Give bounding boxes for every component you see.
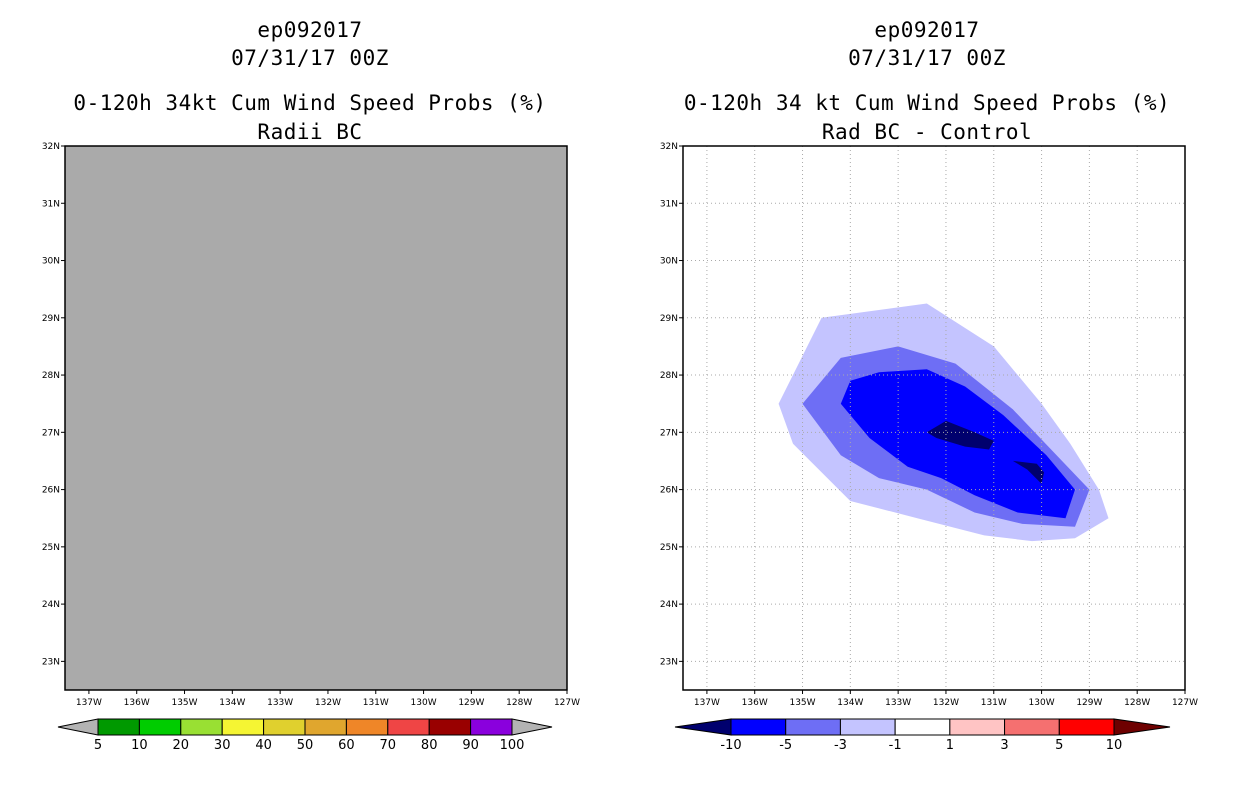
colorbar-box-8 [428,718,472,736]
contour-4 [1012,460,1044,484]
colorbar-label-7: 70 [380,738,397,753]
colorbar-label-3: 30 [214,738,231,753]
colorbar-high-end [511,718,553,736]
colorbar-box-4 [263,718,306,736]
y-tick-label-0: 23N [660,657,678,667]
colorbar-label-6: 5 [1055,738,1063,753]
x-tick-label-1: 136W [742,698,768,708]
y-tick-label-1: 24N [42,600,60,610]
x-tick-label-10: 127W [554,698,580,708]
x-tick-label-4: 133W [885,698,911,708]
colorbar-label-8: 80 [421,738,438,753]
right-storm-id: ep092017 [874,18,980,42]
x-tick-label-0: 137W [76,698,102,708]
y-tick-label-5: 28N [42,371,60,381]
colorbar-box-1 [785,718,841,736]
y-tick-label-6: 29N [660,314,678,324]
colorbar-label-0: 5 [94,738,102,753]
colorbar-high-end [1113,718,1171,736]
x-tick-label-8: 129W [458,698,484,708]
colorbar-label-1: -5 [779,738,792,753]
right-chart-title: 0-120h 34 kt Cum Wind Speed Probs (%) [683,91,1171,115]
colorbar-box-6 [345,718,389,736]
left-chart: 137W 136W 135W 134W 133W 132W 131W 130W 129W 128W… [42,142,580,753]
colorbar-box-7 [387,718,430,736]
colorbar-label-4: 1 [946,738,954,753]
x-tick-label-0: 137W [694,698,720,708]
y-tick-label-4: 27N [42,428,60,438]
colorbar-box-1 [138,718,182,736]
colorbar-label-9: 90 [462,738,479,753]
colorbar-box-6 [1058,718,1115,736]
x-tick-label-4: 133W [267,698,293,708]
x-tick-label-5: 132W [933,698,959,708]
left-storm-id: ep092017 [257,18,363,42]
colorbar-box-3 [221,718,265,736]
x-tick-label-5: 132W [315,698,341,708]
right-chart: 137W 136W 135W 134W 133W 132W 131W 130W 129W 128W… [660,142,1198,753]
y-tick-label-7: 30N [660,257,678,267]
y-tick-label-4: 27N [660,428,678,438]
plot-frame [64,145,568,691]
x-tick-label-7: 130W [1029,698,1055,708]
colorbar-label-5: 3 [1000,738,1008,753]
y-tick-label-2: 25N [42,543,60,553]
y-tick-label-0: 23N [42,657,60,667]
colorbar-box-5 [1004,718,1060,736]
y-tick-label-8: 31N [660,199,678,209]
right-datetime: 07/31/17 00Z [848,46,1006,70]
y-tick-label-7: 30N [42,257,60,267]
y-tick-label-9: 32N [660,142,678,152]
plot-frame [682,145,1186,691]
y-tick-label-9: 32N [42,142,60,152]
x-tick-label-9: 128W [506,698,532,708]
left-chart-title: 0-120h 34kt Cum Wind Speed Probs (%) [73,91,547,115]
x-tick-label-7: 130W [411,698,437,708]
colorbar-label-10: 100 [500,738,525,753]
colorbar-box-3 [894,718,951,736]
x-tick-label-2: 135W [789,698,815,708]
x-tick-label-8: 129W [1076,698,1102,708]
plot-area [65,146,567,690]
colorbar-label-6: 60 [338,738,355,753]
colorbar-label-7: 10 [1106,738,1123,753]
colorbar-low-end [57,718,99,736]
right-chart-subtitle: Rad BC - Control [821,120,1033,144]
colorbar-box-2 [180,718,223,736]
y-tick-label-3: 26N [42,486,60,496]
colorbar-label-3: -1 [889,738,902,753]
contour-3 [926,420,994,450]
y-tick-label-6: 29N [42,314,60,324]
colorbar-box-9 [470,718,513,736]
y-tick-label-8: 31N [42,199,60,209]
y-tick-label-3: 26N [660,486,678,496]
y-tick-label-5: 28N [660,371,678,381]
x-tick-label-3: 134W [219,698,245,708]
colorbar-low-end [674,718,732,736]
left-chart-subtitle: Radii BC [257,120,363,144]
y-tick-label-1: 24N [660,600,678,610]
colorbar-label-4: 40 [255,738,272,753]
y-tick-label-2: 25N [660,543,678,553]
left-datetime: 07/31/17 00Z [231,46,389,70]
x-tick-label-10: 127W [1172,698,1198,708]
colorbar-box-0 [97,718,140,736]
colorbar-label-2: 20 [173,738,190,753]
x-tick-label-2: 135W [171,698,197,708]
x-tick-label-1: 136W [124,698,150,708]
colorbar-label-5: 50 [297,738,314,753]
x-tick-label-3: 134W [837,698,863,708]
colorbar-label-1: 10 [131,738,148,753]
colorbar-box-2 [839,718,896,736]
x-tick-label-6: 131W [363,698,389,708]
colorbar-label-0: -10 [720,738,741,753]
x-tick-label-6: 131W [981,698,1007,708]
colorbar-box-0 [730,718,787,736]
colorbar-box-5 [304,718,347,736]
x-tick-label-9: 128W [1124,698,1150,708]
colorbar-label-2: -3 [834,738,847,753]
colorbar-box-4 [949,718,1006,736]
